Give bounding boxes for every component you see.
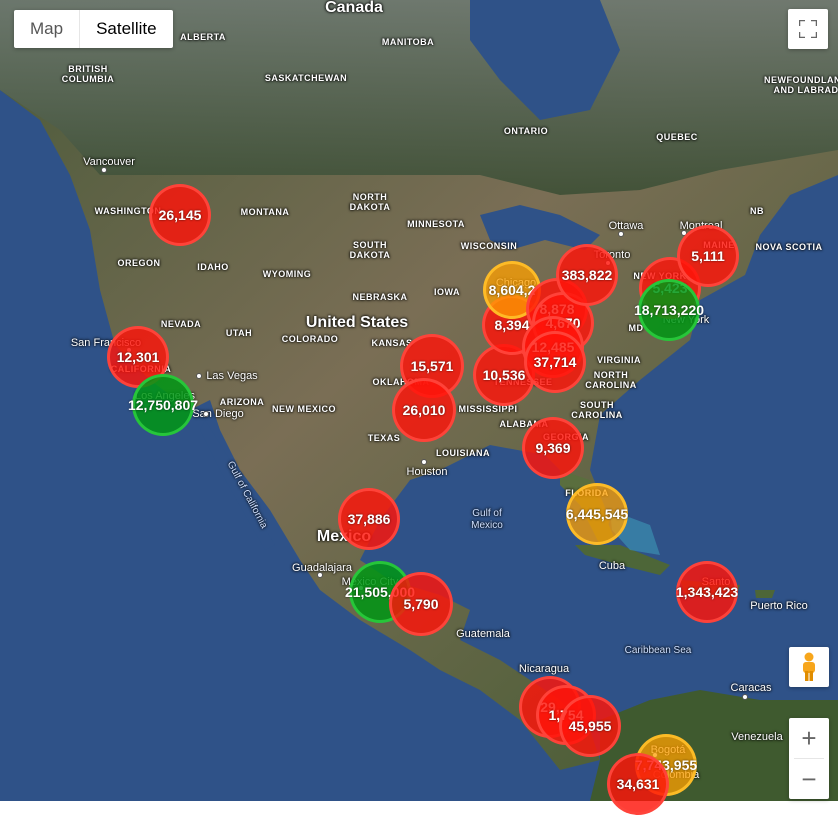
- marker-cluster[interactable]: 383,822: [556, 244, 618, 306]
- map-type-satellite-button[interactable]: Satellite: [79, 10, 172, 48]
- map-type-map-button[interactable]: Map: [30, 19, 64, 38]
- city-dot: [196, 373, 202, 379]
- zoom-control: + −: [789, 718, 829, 799]
- marker-cluster[interactable]: 12,750,807: [128, 374, 198, 436]
- marker-cluster[interactable]: 26,010: [392, 378, 456, 442]
- marker-cluster[interactable]: 9,369: [522, 417, 584, 479]
- marker-cluster[interactable]: 26,145: [149, 184, 211, 246]
- city-dot: [203, 411, 209, 417]
- marker-cluster[interactable]: 37,886: [338, 488, 400, 550]
- city-dot: [742, 694, 748, 700]
- marker-cluster[interactable]: 1,343,423: [676, 561, 738, 623]
- fullscreen-icon: [799, 20, 817, 38]
- city-dot: [421, 459, 427, 465]
- marker-cluster[interactable]: 5,790: [389, 572, 453, 636]
- pegman-icon: [803, 652, 815, 681]
- city-dot: [618, 231, 624, 237]
- marker-cluster[interactable]: 37,714: [524, 331, 586, 393]
- map-type-control: Map Satellite: [14, 10, 173, 48]
- marker-cluster[interactable]: 5,111: [677, 225, 739, 287]
- zoom-divider: [794, 758, 824, 759]
- marker-cluster[interactable]: 18,713,220: [634, 279, 704, 341]
- zoom-in-button[interactable]: +: [801, 722, 817, 753]
- street-view-button[interactable]: [789, 647, 829, 687]
- zoom-out-button[interactable]: −: [801, 763, 817, 794]
- fullscreen-button[interactable]: [788, 9, 828, 49]
- marker-cluster[interactable]: 6,445,545: [566, 483, 628, 545]
- marker-cluster[interactable]: 34,631: [607, 753, 669, 815]
- city-dot: [101, 167, 107, 173]
- city-dot: [317, 572, 323, 578]
- marker-cluster[interactable]: 45,955: [559, 695, 621, 757]
